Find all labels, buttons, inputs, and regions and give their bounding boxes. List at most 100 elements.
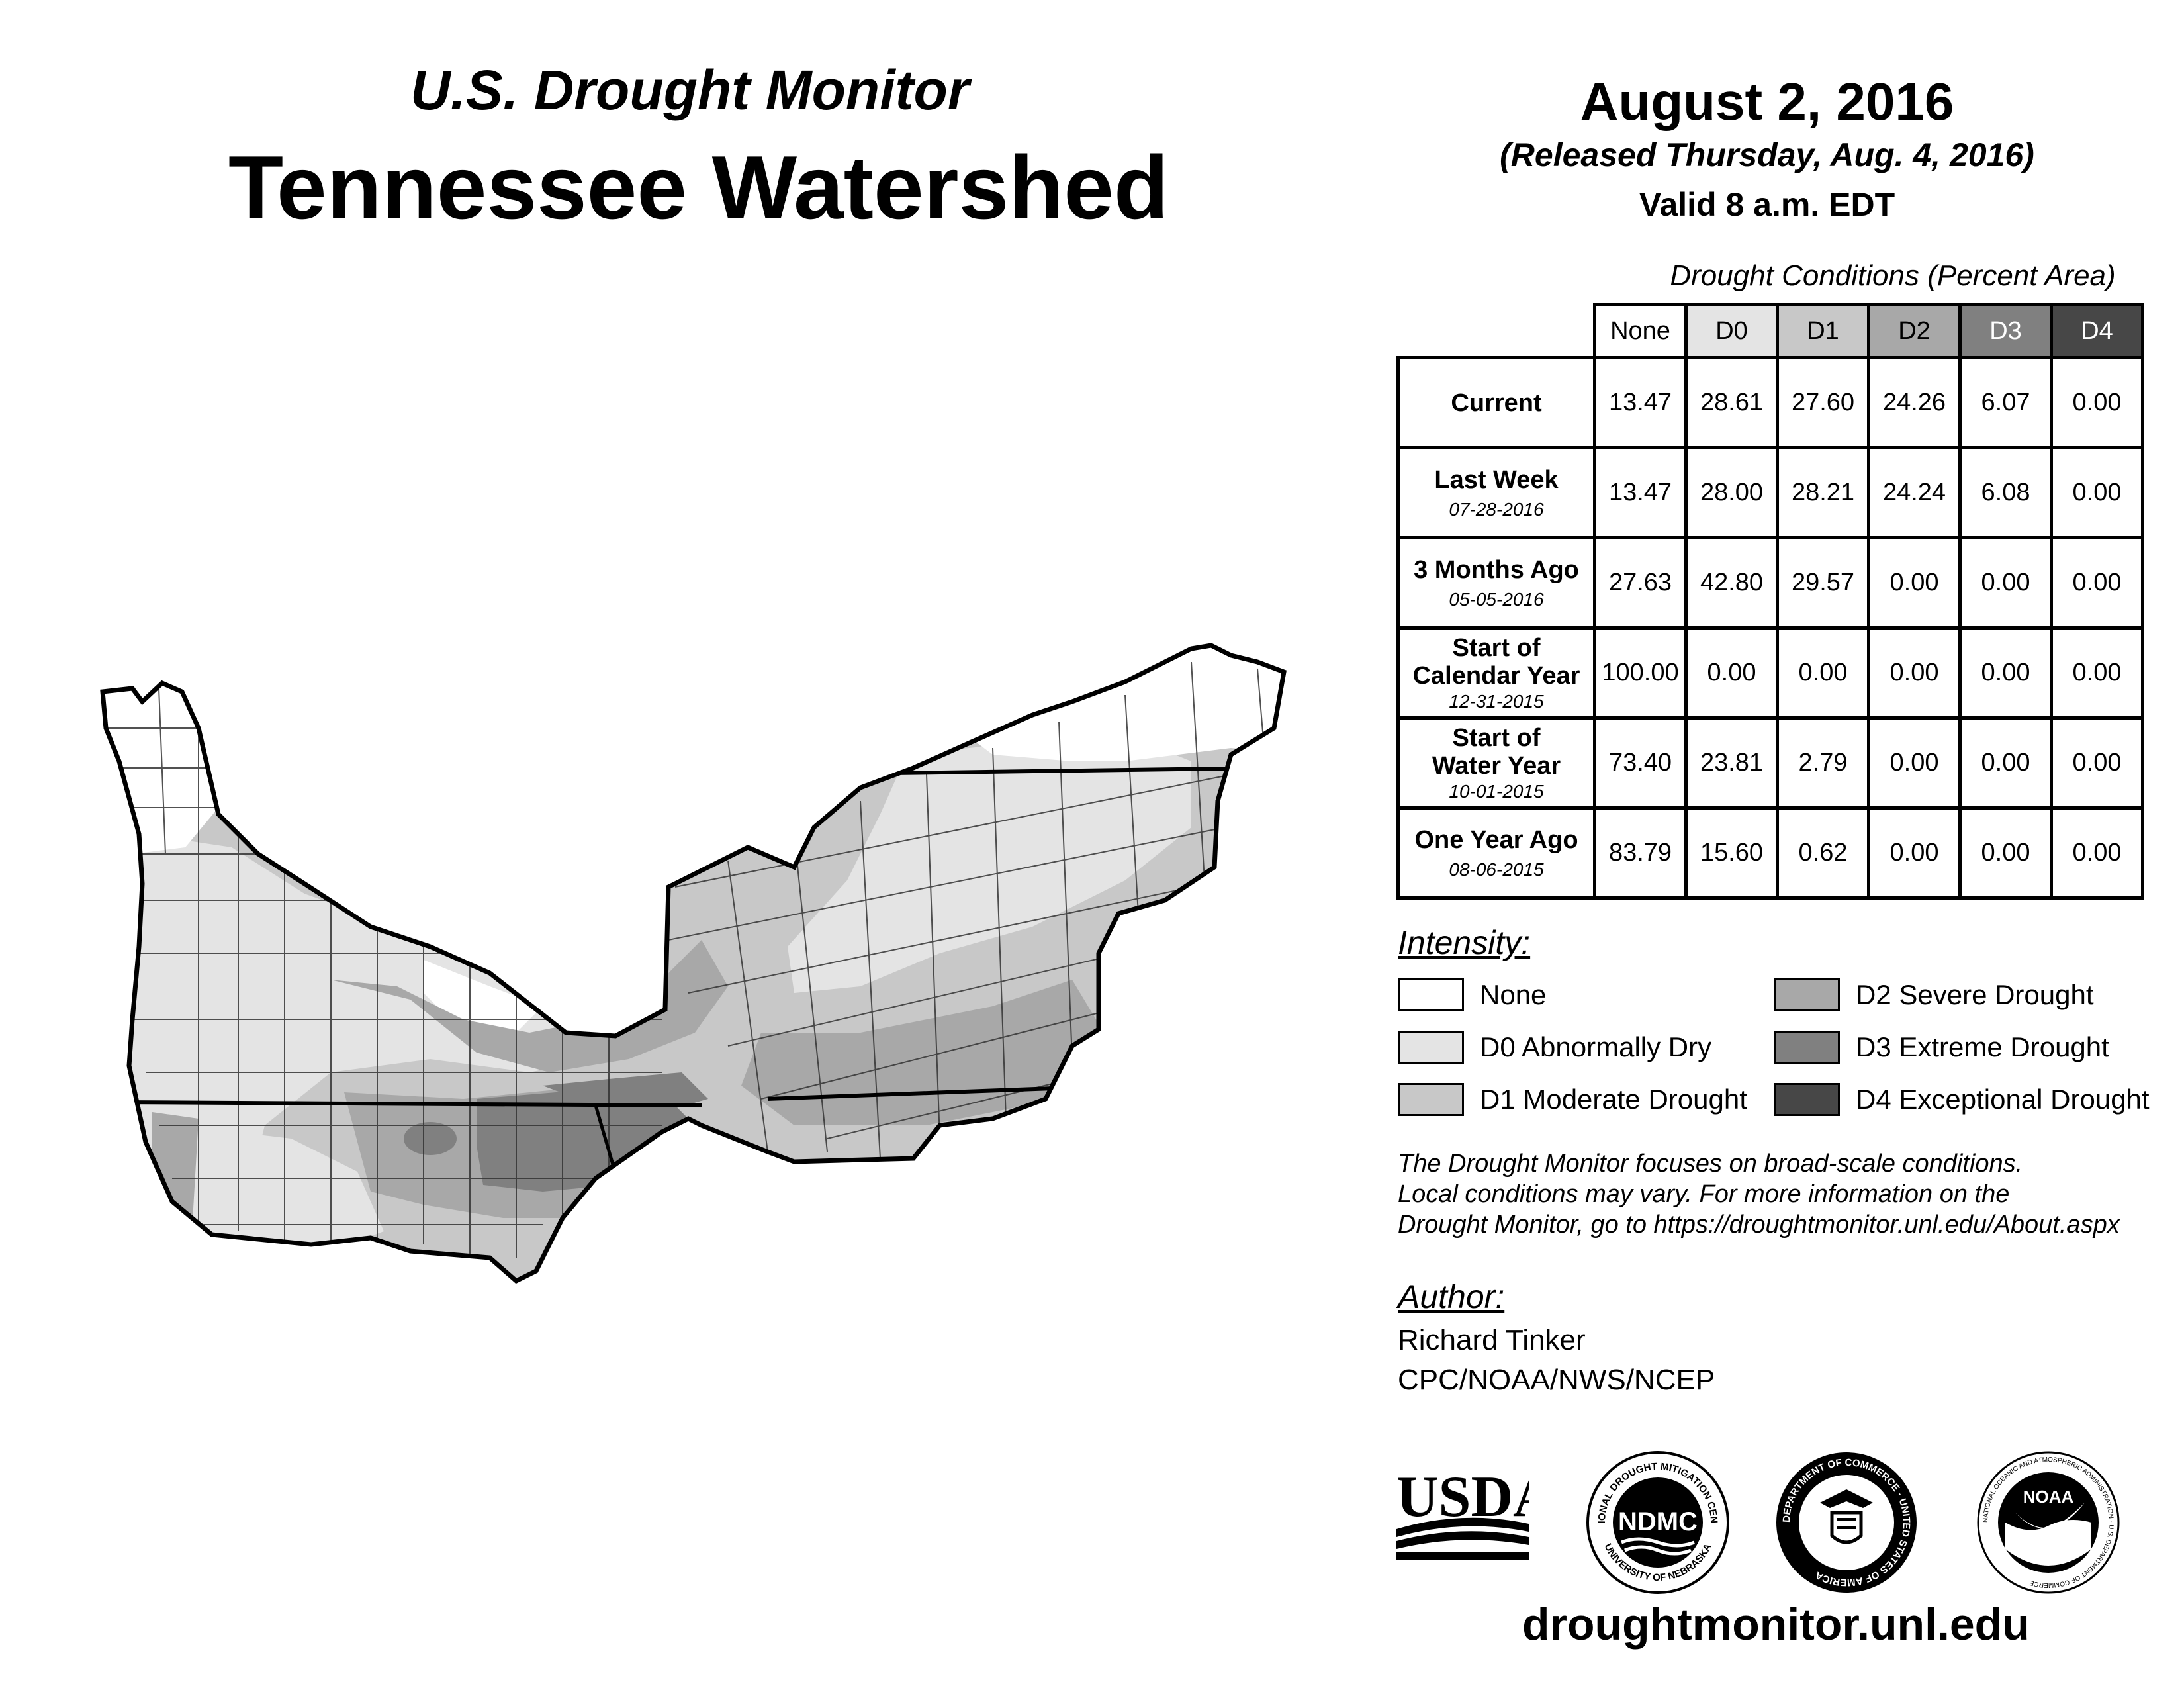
legend-swatch-none (1398, 978, 1464, 1011)
table-cell: 83.79 (1593, 806, 1688, 900)
table-row-start-water-year: Start of Water Year 10-01-2015 73.40 23.81… (1396, 716, 2144, 810)
disclaimer-note: The Drought Monitor focuses on broad-sca… (1398, 1149, 2120, 1240)
table-cell: 0.00 (1958, 536, 2053, 630)
author-organization: CPC/NOAA/NWS/NCEP (1398, 1364, 1715, 1396)
note-line-1: The Drought Monitor focuses on broad-sca… (1398, 1150, 2023, 1178)
table-cell: 0.00 (1867, 806, 1962, 900)
row-label-text: Start of (1452, 724, 1541, 752)
map-subtitle: U.S. Drought Monitor (410, 59, 970, 121)
watershed-map (93, 629, 1304, 1304)
table-row-start-calendar-year: Start of Calendar Year 12-31-2015 100.00 0… (1396, 626, 2144, 720)
site-url[interactable]: droughtmonitor.unl.edu (1522, 1599, 2030, 1650)
table-cell: 28.21 (1776, 446, 1870, 539)
table-row-3-months-ago: 3 Months Ago 05-05-2016 27.63 42.80 29.57… (1396, 536, 2144, 630)
table-cell: 73.40 (1593, 716, 1688, 810)
row-date: 08-06-2015 (1449, 859, 1544, 880)
table-cell: 0.00 (1958, 626, 2053, 720)
legend-item-d0: D0 Abnormally Dry (1398, 1031, 1711, 1064)
legend-item-d3: D3 Extreme Drought (1774, 1031, 2109, 1064)
usda-logo: USDA (1396, 1465, 1529, 1560)
noaa-logo-text: NOAA (2023, 1487, 2074, 1507)
table-cell: 0.00 (2050, 806, 2144, 900)
row-label: One Year Ago 08-06-2015 (1396, 806, 1596, 900)
row-date: 07-28-2016 (1449, 498, 1544, 520)
legend-label: D0 Abnormally Dry (1480, 1031, 1712, 1062)
row-label: 3 Months Ago 05-05-2016 (1396, 536, 1596, 630)
table-row-current: Current 13.47 28.61 27.60 24.26 6.07 0.0… (1396, 356, 2144, 449)
row-label: Current (1396, 356, 1596, 449)
table-cell: 23.81 (1684, 716, 1779, 810)
ndmc-logo: NATIONAL DROUGHT MITIGATION CENTER UNIVE… (1585, 1450, 1729, 1594)
legend-label: D4 Exceptional Drought (1856, 1084, 2150, 1115)
legend-swatch-d4 (1774, 1083, 1840, 1116)
table-cell: 0.00 (1684, 626, 1779, 720)
row-label-text-2: Water Year (1432, 751, 1561, 780)
release-date: (Released Thursday, Aug. 4, 2016) (1500, 136, 2034, 173)
row-label-text: 3 Months Ago (1414, 555, 1579, 584)
row-label: Last Week 07-28-2016 (1396, 446, 1596, 539)
table-cell: 0.00 (1776, 626, 1870, 720)
table-cell: 0.00 (1958, 716, 2053, 810)
row-date: 10-01-2015 (1449, 780, 1544, 802)
table-cell: 15.60 (1684, 806, 1779, 900)
row-date: 12-31-2015 (1449, 690, 1544, 712)
table-row-last-week: Last Week 07-28-2016 13.47 28.00 28.21 24… (1396, 446, 2144, 539)
table-cell: 28.00 (1684, 446, 1779, 539)
col-header-d3: D3 (1958, 303, 2053, 359)
table-cell: 28.61 (1684, 356, 1779, 449)
col-header-d0: D0 (1684, 303, 1779, 359)
ndmc-logo-text: NDMC (1618, 1507, 1698, 1536)
table-cell: 24.24 (1867, 446, 1962, 539)
author-heading: Author: (1398, 1278, 1505, 1315)
table-cell: 0.00 (2050, 626, 2144, 720)
row-label-text: One Year Ago (1414, 825, 1578, 854)
table-cell: 13.47 (1593, 446, 1688, 539)
map-title: Tennessee Watershed (228, 137, 1169, 238)
legend-item-d1: D1 Moderate Drought (1398, 1083, 1747, 1116)
table-cell: 24.26 (1867, 356, 1962, 449)
legend-label: D3 Extreme Drought (1856, 1031, 2109, 1062)
table-cell: 6.08 (1958, 446, 2053, 539)
table-cell: 0.00 (2050, 716, 2144, 810)
table-cell: 6.07 (1958, 356, 2053, 449)
table-cell: 42.80 (1684, 536, 1779, 630)
table-cell: 0.62 (1776, 806, 1870, 900)
table-cell: 0.00 (1867, 536, 1962, 630)
row-label: Start of Water Year 10-01-2015 (1396, 716, 1596, 810)
row-label-text: Last Week (1434, 465, 1559, 494)
legend-swatch-d3 (1774, 1031, 1840, 1064)
row-label-text: Start of (1452, 633, 1541, 662)
table-cell: 29.57 (1776, 536, 1870, 630)
table-corner (1398, 304, 1595, 359)
table-cell: 0.00 (2050, 356, 2144, 449)
col-header-d1: D1 (1776, 303, 1870, 359)
table-cell: 13.47 (1593, 356, 1688, 449)
table-cell: 27.60 (1776, 356, 1870, 449)
table-row-one-year-ago: One Year Ago 08-06-2015 83.79 15.60 0.62 … (1396, 806, 2144, 900)
table-cell: 0.00 (1958, 806, 2053, 900)
col-header-d2: D2 (1867, 303, 1962, 359)
note-line-2: Local conditions may vary. For more info… (1398, 1180, 2010, 1208)
map-date: August 2, 2016 (1580, 72, 1954, 131)
legend-label: D2 Severe Drought (1856, 979, 2094, 1010)
legend-item-d4: D4 Exceptional Drought (1774, 1083, 2150, 1116)
legend-swatch-d2 (1774, 978, 1840, 1011)
table-cell: 0.00 (1867, 716, 1962, 810)
row-label-text-2: Calendar Year (1412, 661, 1580, 690)
legend-title: Intensity: (1398, 924, 1531, 961)
legend-item-d2: D2 Severe Drought (1774, 978, 2094, 1011)
table-cell: 2.79 (1776, 716, 1870, 810)
legend-swatch-d1 (1398, 1083, 1464, 1116)
table-cell: 0.00 (2050, 536, 2144, 630)
noaa-logo: NATIONAL OCEANIC AND ATMOSPHERIC ADMINIS… (1977, 1451, 2120, 1594)
table-caption: Drought Conditions (Percent Area) (1670, 259, 2116, 292)
legend-swatch-d0 (1398, 1031, 1464, 1064)
author-name: Richard Tinker (1398, 1324, 1586, 1356)
commerce-seal: DEPARTMENT OF COMMERCE · UNITED STATES O… (1776, 1452, 1917, 1593)
col-header-none: None (1593, 303, 1688, 359)
table-cell: 0.00 (1867, 626, 1962, 720)
legend-label: None (1480, 979, 1547, 1010)
row-label-text: Current (1451, 389, 1542, 417)
legend-label: D1 Moderate Drought (1480, 1084, 1747, 1115)
row-date: 05-05-2016 (1449, 588, 1544, 610)
